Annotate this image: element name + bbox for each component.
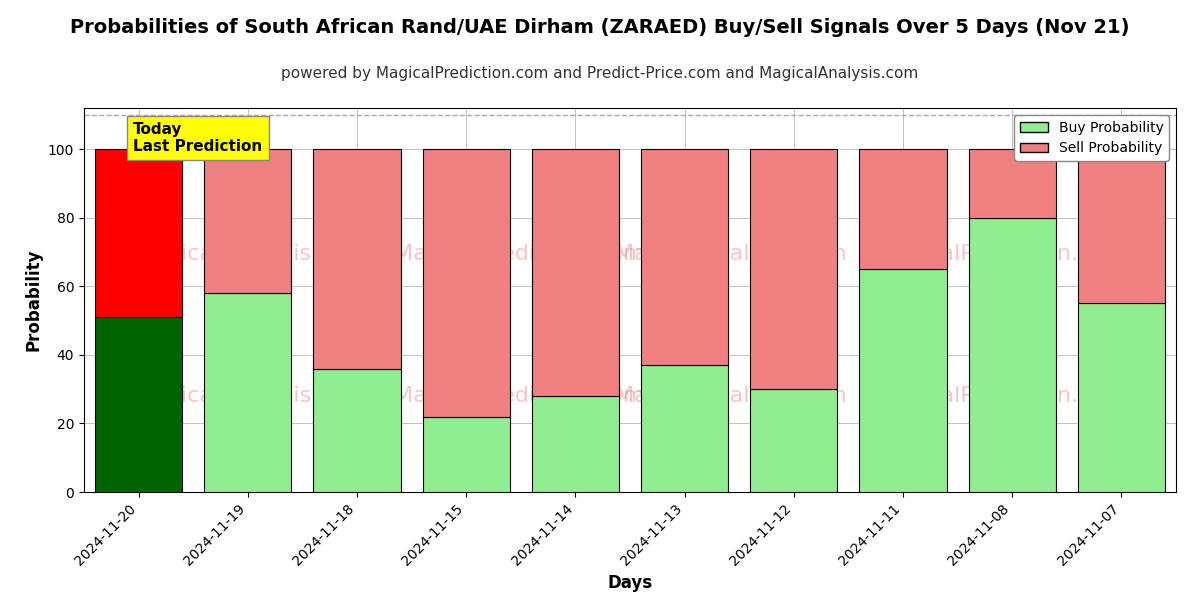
Legend: Buy Probability, Sell Probability: Buy Probability, Sell Probability [1014, 115, 1169, 161]
Text: MagicalAnalysis.com    MagicalPrediction.com: MagicalAnalysis.com MagicalPrediction.co… [614, 244, 1126, 264]
Bar [641, 365, 728, 492]
Bar [859, 269, 947, 492]
Bar [422, 416, 510, 492]
Bar [313, 368, 401, 492]
Bar [750, 389, 838, 492]
Text: Today
Last Prediction: Today Last Prediction [133, 122, 263, 154]
Bar [968, 218, 1056, 492]
Bar [95, 149, 182, 317]
X-axis label: Days: Days [607, 574, 653, 592]
Text: MagicalAnalysis.com    MagicalPrediction.com: MagicalAnalysis.com MagicalPrediction.co… [134, 386, 646, 406]
Bar [204, 149, 292, 293]
Text: MagicalAnalysis.com    MagicalPrediction.com: MagicalAnalysis.com MagicalPrediction.co… [614, 386, 1126, 406]
Bar [641, 149, 728, 365]
Bar [1078, 304, 1165, 492]
Bar [968, 149, 1056, 218]
Text: Probabilities of South African Rand/UAE Dirham (ZARAED) Buy/Sell Signals Over 5 : Probabilities of South African Rand/UAE … [71, 18, 1129, 37]
Bar [859, 149, 947, 269]
Text: MagicalAnalysis.com    MagicalPrediction.com: MagicalAnalysis.com MagicalPrediction.co… [134, 244, 646, 264]
Bar [532, 149, 619, 396]
Y-axis label: Probability: Probability [24, 249, 42, 351]
Bar [95, 317, 182, 492]
Text: powered by MagicalPrediction.com and Predict-Price.com and MagicalAnalysis.com: powered by MagicalPrediction.com and Pre… [281, 66, 919, 81]
Bar [532, 396, 619, 492]
Bar [1078, 149, 1165, 304]
Bar [750, 149, 838, 389]
Bar [313, 149, 401, 368]
Bar [204, 293, 292, 492]
Bar [422, 149, 510, 416]
